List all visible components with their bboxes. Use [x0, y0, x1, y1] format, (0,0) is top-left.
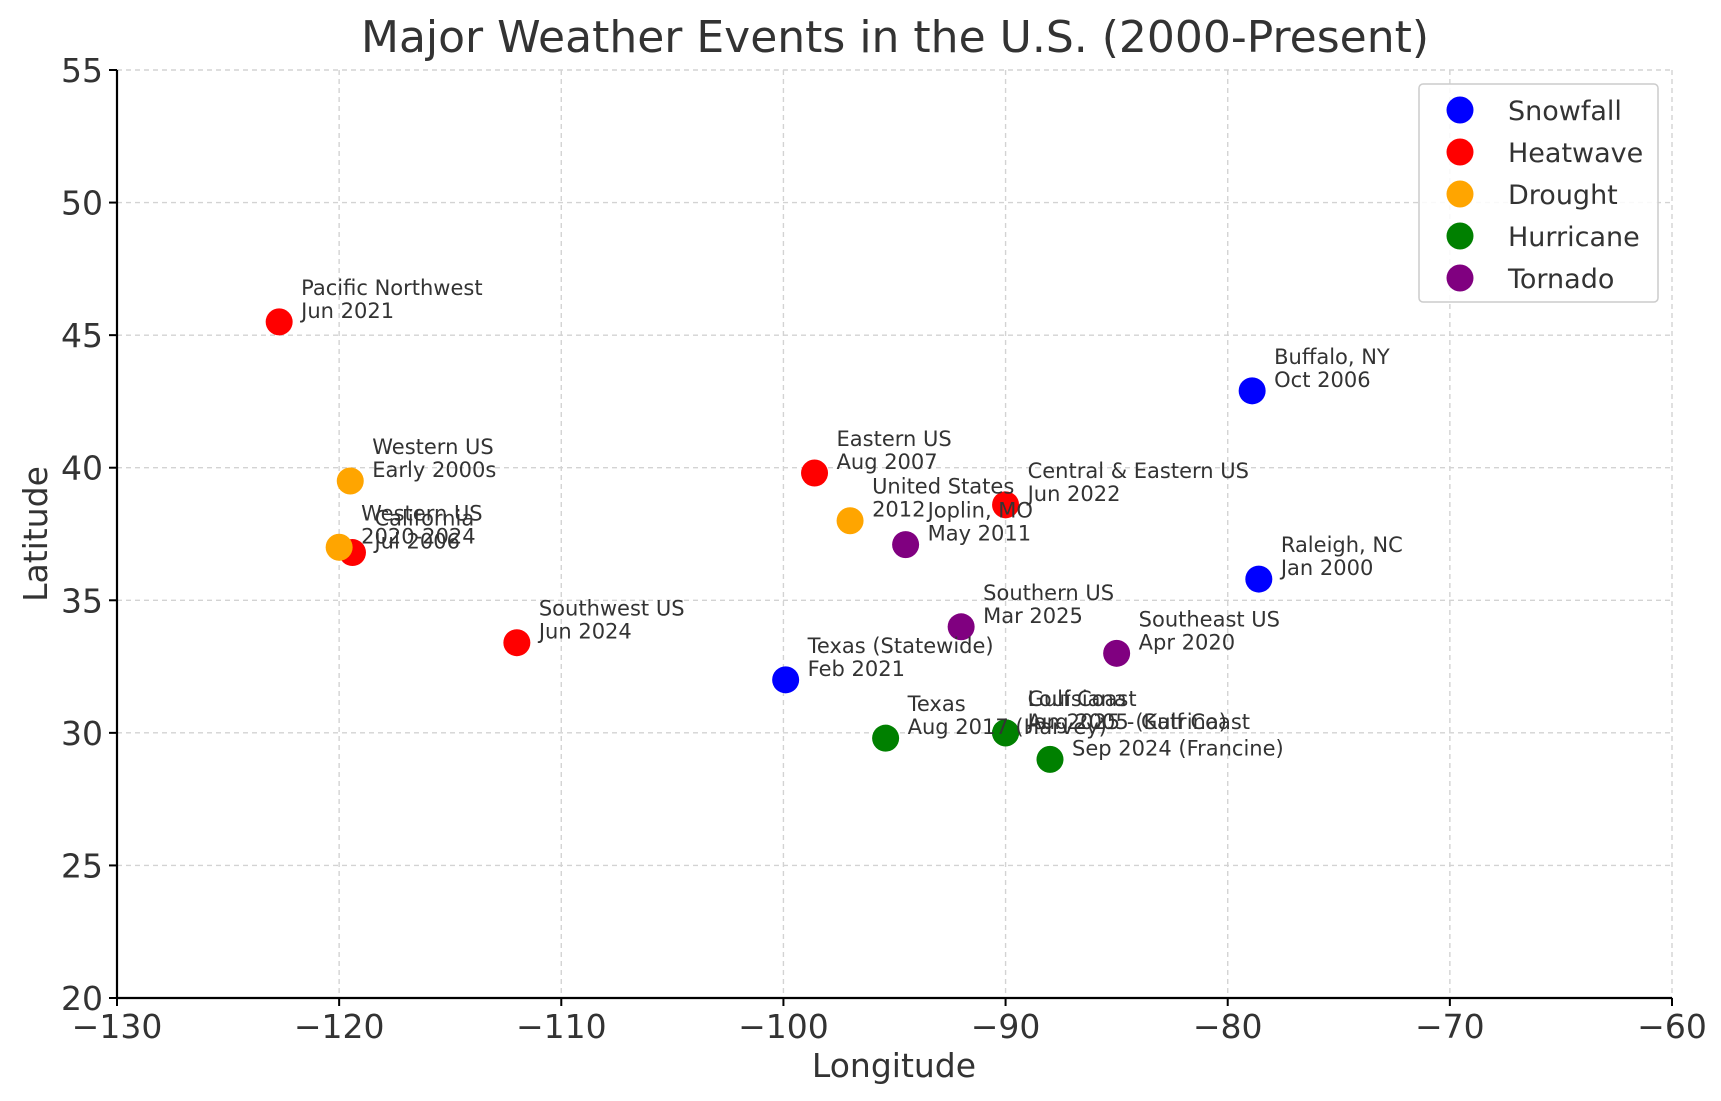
heatwave-point-label-name: Central & Eastern US	[1028, 459, 1249, 483]
tornado-point	[892, 531, 920, 559]
y-tick-label: 50	[61, 184, 103, 223]
legend-label-tornado: Tornado	[1507, 264, 1614, 295]
tornado-point-label-date: Apr 2020	[1139, 630, 1235, 654]
legend: Snowfall Heatwave Drought Hurricane Tornado	[1418, 83, 1659, 303]
heatwave-point	[265, 308, 293, 336]
drought-point-label-name: Western US	[361, 501, 483, 525]
snowfall-point-label-name: Texas (Statewide)	[807, 634, 994, 658]
y-tick-label: 35	[61, 581, 103, 620]
snowfall-point-label-name: Raleigh, NC	[1281, 533, 1403, 557]
y-tick-label: 40	[61, 449, 103, 488]
drought-point-label-name: United States	[872, 475, 1014, 499]
legend-marker-tornado	[1446, 264, 1474, 292]
snowfall-point	[1245, 565, 1273, 593]
drought-point	[836, 507, 864, 535]
tornado-point-label-name: Southern US	[983, 581, 1114, 605]
hurricane-point-label-name: Louisiana	[1028, 687, 1127, 711]
x-tick-label: −110	[516, 1007, 607, 1046]
y-tick-label: 20	[61, 979, 103, 1018]
x-tick-label: −130	[72, 1007, 163, 1046]
snowfall-point-label-date: Oct 2006	[1274, 368, 1370, 392]
hurricane-point	[872, 724, 900, 752]
hurricane-point-label-date: Aug 2005 (Katrina)	[1028, 710, 1227, 734]
legend-marker-hurricane	[1446, 222, 1474, 250]
y-tick-label: 45	[61, 316, 103, 355]
snowfall-point	[1238, 377, 1266, 405]
x-tick-label: −60	[1637, 1007, 1707, 1046]
data-points	[265, 308, 1273, 773]
legend-label-heatwave: Heatwave	[1508, 138, 1643, 169]
heatwave-point-label-name: Eastern US	[837, 427, 952, 451]
hurricane-point	[992, 719, 1020, 747]
x-tick-label: −120	[294, 1007, 385, 1046]
tornado-point-label-date: May 2011	[928, 522, 1032, 546]
legend-marker-heatwave	[1446, 138, 1474, 166]
legend-label-hurricane: Hurricane	[1508, 222, 1640, 253]
legend-label-drought: Drought	[1508, 180, 1618, 211]
snowfall-point-label-name: Buffalo, NY	[1274, 345, 1390, 369]
hurricane-point-label-date: Sep 2024 (Francine)	[1072, 736, 1284, 760]
y-axis-title: Latitude	[16, 466, 55, 602]
heatwave-point-label-date: Jun 2024	[537, 620, 632, 644]
drought-point	[336, 467, 364, 495]
drought-point-label-name: Western US	[372, 435, 494, 459]
x-axis-title: Longitude	[812, 1046, 976, 1085]
drought-point-label-date: Early 2000s	[372, 458, 496, 482]
heatwave-point-label-name: California	[374, 507, 474, 531]
x-tick-label: −70	[1415, 1007, 1485, 1046]
axes	[115, 70, 1672, 1000]
heatwave-point-label-date: Jun 2022	[1026, 482, 1121, 506]
hurricane-point-label-name: Gulf Coast	[1028, 687, 1137, 711]
drought-point-label-date: 2020-2024	[361, 524, 475, 548]
y-tick-label: 25	[61, 846, 103, 885]
hurricane-point-label-date: Aug 2017 (Harvey)	[908, 715, 1107, 739]
legend-marker-drought	[1446, 180, 1474, 208]
tornado-point-label-name: Southeast US	[1139, 607, 1280, 631]
chart-title: Major Weather Events in the U.S. (2000-P…	[361, 12, 1429, 63]
heatwave-point	[992, 491, 1020, 519]
snowfall-point-label-date: Jan 2000	[1279, 556, 1374, 580]
snowfall-point	[772, 666, 800, 694]
x-tick-label: −100	[738, 1007, 829, 1046]
tornado-point-label-date: Mar 2025	[983, 604, 1083, 628]
drought-point	[325, 533, 353, 561]
heatwave-point-label-date: Aug 2007	[837, 450, 938, 474]
hurricane-point-label-name: Texas	[907, 692, 966, 716]
drought-point-label-date: 2012	[872, 498, 925, 522]
snowfall-point-label-date: Feb 2021	[808, 657, 905, 681]
heatwave-point-label-date: Jul 2006	[372, 530, 459, 554]
heatwave-point	[801, 459, 829, 487]
tornado-point	[947, 613, 975, 641]
ticks: −130 −120 −110 −100 −90 −80 −70 −60 20 25 30 35 40 45…	[61, 51, 1707, 1046]
heatwave-point	[503, 629, 531, 657]
y-tick-label: 30	[61, 714, 103, 753]
tornado-point-label-name: Joplin, MO	[926, 499, 1033, 523]
x-tick-label: −90	[971, 1007, 1041, 1046]
tornado-point	[1103, 639, 1131, 667]
y-tick-label: 55	[61, 51, 103, 90]
legend-label-snowfall: Snowfall	[1508, 96, 1622, 127]
heatwave-point-label-name: Southwest US	[539, 597, 685, 621]
legend-marker-snowfall	[1446, 96, 1474, 124]
hurricane-point-label-date: Jan 2025 - Gulf Coast	[1026, 710, 1250, 734]
legend-box	[1418, 83, 1659, 303]
grid	[117, 69, 1673, 998]
heatwave-point-label-date: Jun 2021	[299, 299, 394, 323]
hurricane-point	[1036, 745, 1064, 773]
x-tick-label: −80	[1193, 1007, 1263, 1046]
heatwave-point-label-name: Pacific Northwest	[301, 276, 482, 300]
